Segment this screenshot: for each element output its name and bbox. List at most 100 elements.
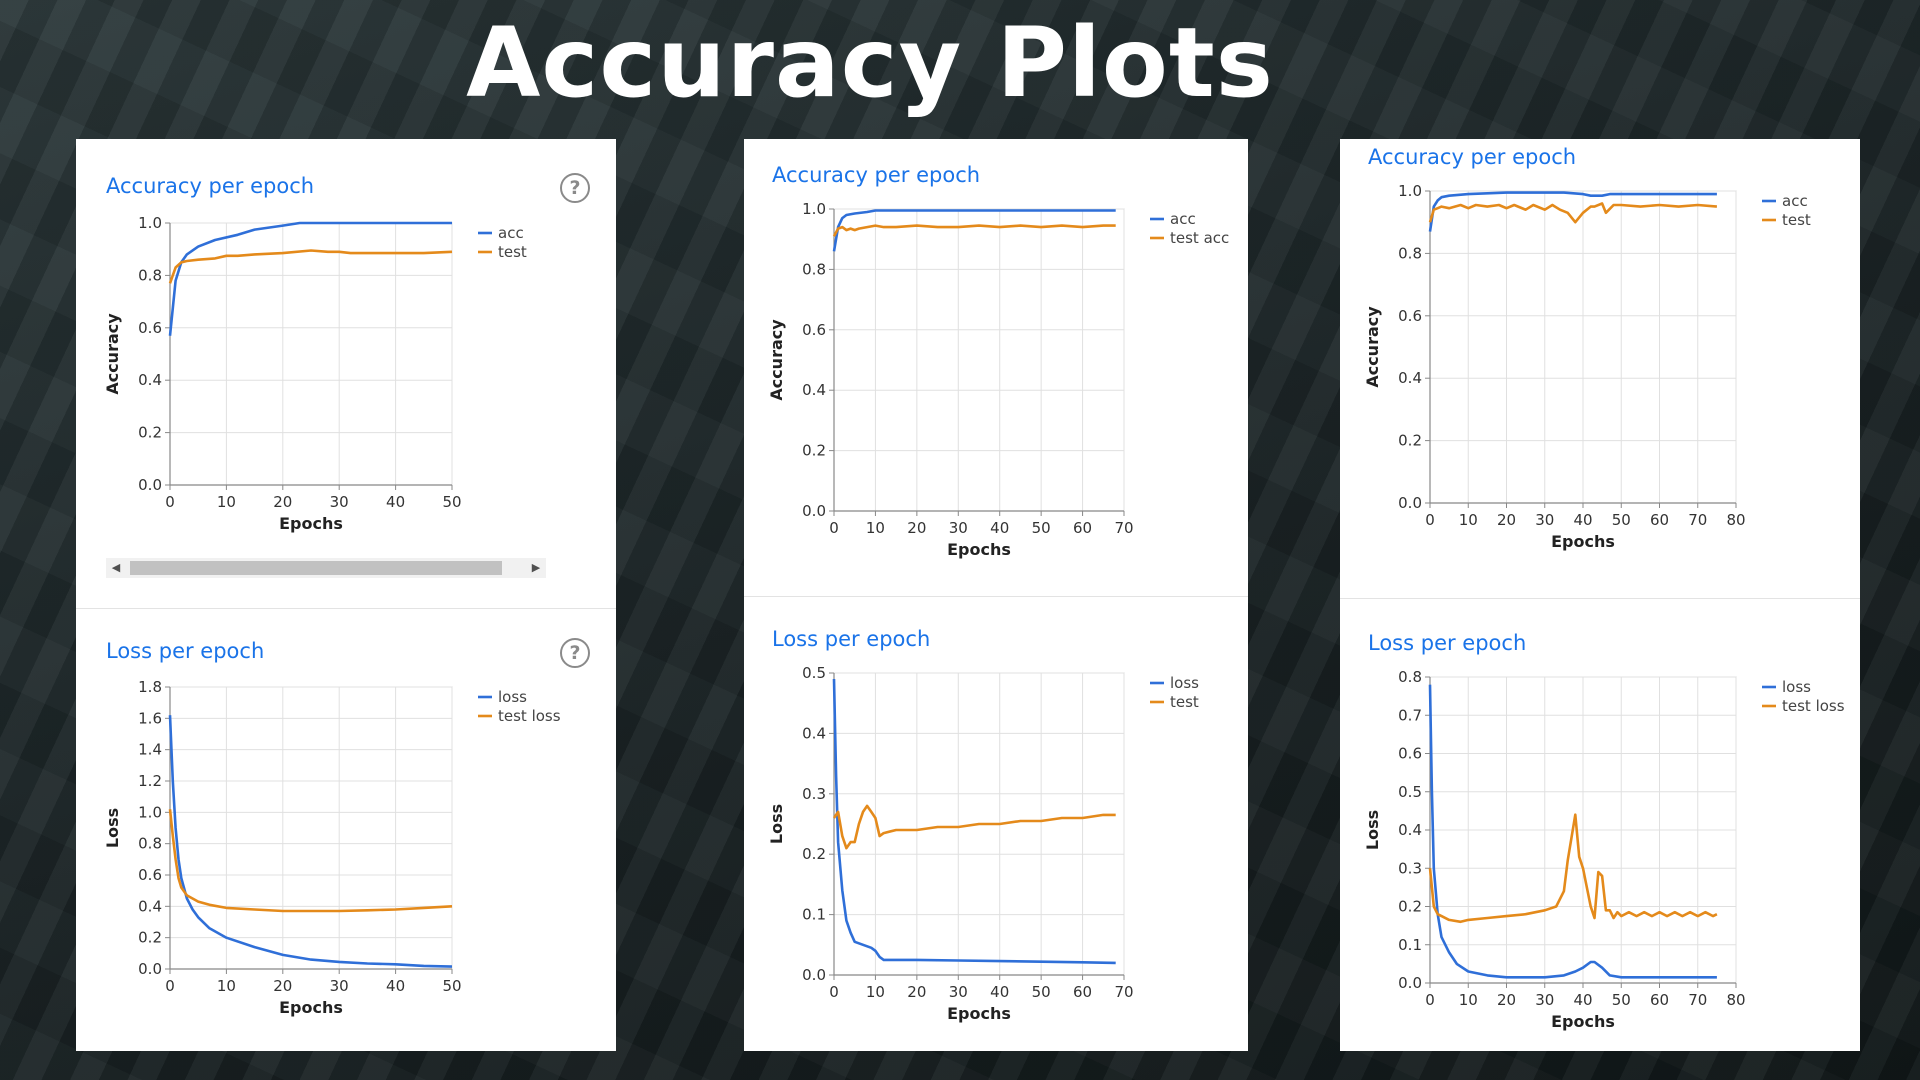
y-axis-label: Accuracy xyxy=(103,313,122,395)
x-tick-label: 30 xyxy=(330,977,349,995)
x-tick-label: 80 xyxy=(1726,991,1745,1009)
x-tick-label: 0 xyxy=(1425,511,1435,529)
x-tick-label: 30 xyxy=(949,983,968,1001)
chart-svg: 0.0 0.2 0.4 0.6 0.8 1.0 0 10 20 30 40 50 60 70 80 Epoch… xyxy=(1363,182,1811,551)
y-tick-label: 0.2 xyxy=(138,424,162,442)
x-tick-label: 70 xyxy=(1688,991,1707,1009)
series-line-loss xyxy=(832,678,1116,965)
help-icon[interactable]: ? xyxy=(560,173,590,203)
y-tick-label: 0.1 xyxy=(802,906,826,924)
x-tick-label: 50 xyxy=(1032,519,1051,537)
x-axis-label: Epochs xyxy=(279,514,343,533)
series-line-acc xyxy=(1428,191,1717,232)
y-tick-label: 0.2 xyxy=(1398,898,1422,916)
y-axis-label: Loss xyxy=(767,804,786,844)
loss-chart: 0.0 0.1 0.2 0.3 0.4 0.5 0 10 20 30 40 50 60 70 Epochs L… xyxy=(760,659,1248,1039)
plot-area xyxy=(169,222,453,486)
x-tick-label: 10 xyxy=(866,983,885,1001)
y-tick-label: 0.4 xyxy=(138,371,162,389)
y-tick-label: 0.5 xyxy=(1398,783,1422,801)
y-tick-label: 0.6 xyxy=(1398,745,1422,763)
chart-title: Accuracy per epoch xyxy=(772,163,981,187)
panel-divider xyxy=(76,608,616,609)
plot-area xyxy=(833,208,1125,512)
y-tick-label: 0.4 xyxy=(138,897,162,915)
y-tick-label: 1.4 xyxy=(138,741,162,759)
y-axis-label: Accuracy xyxy=(1363,306,1382,388)
y-axis-label: Accuracy xyxy=(767,319,786,401)
accuracy-chart: 0.0 0.2 0.4 0.6 0.8 1.0 0 10 20 30 40 50 60 70 Epochs A… xyxy=(760,195,1248,575)
x-tick-label: 50 xyxy=(1612,991,1631,1009)
series-line-loss xyxy=(168,715,453,968)
series-line-test-loss xyxy=(1428,813,1718,924)
x-tick-label: 0 xyxy=(829,983,839,1001)
y-tick-label: 0.0 xyxy=(1398,974,1422,992)
y-tick-label: 0.5 xyxy=(802,664,826,682)
series-line-test-acc xyxy=(832,224,1116,237)
y-tick-label: 0.3 xyxy=(1398,859,1422,877)
y-tick-label: 0.0 xyxy=(138,476,162,494)
x-tick-label: 20 xyxy=(907,983,926,1001)
x-axis-label: Epochs xyxy=(947,540,1011,559)
chart-title: Loss per epoch xyxy=(772,627,931,651)
y-tick-label: 0.8 xyxy=(138,835,162,853)
y-tick-label: 0.2 xyxy=(138,929,162,947)
legend-label: loss xyxy=(1782,678,1811,696)
y-tick-label: 0.4 xyxy=(1398,821,1422,839)
x-tick-label: 50 xyxy=(442,977,461,995)
x-tick-label: 0 xyxy=(165,977,175,995)
chart-title: Accuracy per epoch xyxy=(1368,145,1577,169)
legend-label: test xyxy=(1782,211,1811,229)
chart-svg: 0.0 0.1 0.2 0.3 0.4 0.5 0 10 20 30 40 50 60 70 Epochs L… xyxy=(767,664,1199,1023)
series-line-acc xyxy=(168,221,452,336)
y-tick-label: 0.2 xyxy=(802,845,826,863)
chart-svg: 0.0 0.2 0.4 0.6 0.8 1.0 0 10 20 30 40 50 Epochs Accur… xyxy=(103,214,527,533)
x-tick-label: 20 xyxy=(273,493,292,511)
chart-title: Loss per epoch xyxy=(1368,631,1527,655)
y-axis-label: Loss xyxy=(103,808,122,848)
y-tick-label: 0.7 xyxy=(1398,706,1422,724)
legend-label: acc xyxy=(1170,210,1196,228)
scroll-right-icon[interactable]: ▶ xyxy=(531,562,541,574)
y-tick-label: 0.6 xyxy=(1398,307,1422,325)
y-tick-label: 0.4 xyxy=(1398,369,1422,387)
legend-label: test acc xyxy=(1170,229,1229,247)
series-line-test xyxy=(168,249,453,284)
y-tick-label: 0.0 xyxy=(802,966,826,984)
y-tick-label: 0.8 xyxy=(1398,244,1422,262)
y-tick-label: 0.4 xyxy=(802,724,826,742)
x-tick-label: 60 xyxy=(1650,511,1669,529)
y-tick-label: 1.0 xyxy=(1398,182,1422,200)
chart-panel-2: Accuracy per epoch 0.0 0.2 0.4 0.6 0.8 1.0 0 10… xyxy=(744,139,1248,1051)
x-tick-label: 0 xyxy=(165,493,175,511)
help-icon[interactable]: ? xyxy=(560,638,590,668)
y-tick-label: 0.4 xyxy=(802,381,826,399)
horizontal-scrollbar[interactable]: ◀ ▶ xyxy=(106,558,546,578)
series-line-acc xyxy=(832,209,1116,252)
legend-label: acc xyxy=(1782,192,1808,210)
x-tick-label: 60 xyxy=(1650,991,1669,1009)
accuracy-chart: 0.0 0.2 0.4 0.6 0.8 1.0 0 10 20 30 40 50 60 70 80 Epoch… xyxy=(1356,177,1860,567)
x-tick-label: 10 xyxy=(1459,991,1478,1009)
y-tick-label: 0.1 xyxy=(1398,936,1422,954)
chart-svg: 0.0 0.1 0.2 0.3 0.4 0.5 0.6 0.7 0.8 0 10 20 30 40 50 60… xyxy=(1363,668,1845,1031)
chart-panel-1: Accuracy per epoch ? 0.0 0.2 0.4 0.6 0.8 1.0 0… xyxy=(76,139,616,1051)
series-line-test xyxy=(1428,202,1718,224)
chart-title: Loss per epoch xyxy=(106,639,265,663)
y-tick-label: 0.8 xyxy=(1398,668,1422,686)
x-tick-label: 40 xyxy=(1573,991,1592,1009)
scroll-thumb[interactable] xyxy=(130,561,502,575)
x-tick-label: 10 xyxy=(217,493,236,511)
y-tick-label: 0.0 xyxy=(802,502,826,520)
y-axis-label: Loss xyxy=(1363,810,1382,850)
scroll-left-icon[interactable]: ◀ xyxy=(111,562,121,574)
x-tick-label: 70 xyxy=(1114,519,1133,537)
chart-title: Accuracy per epoch xyxy=(106,174,315,198)
x-tick-label: 40 xyxy=(386,493,405,511)
x-tick-label: 30 xyxy=(1535,991,1554,1009)
x-tick-label: 20 xyxy=(273,977,292,995)
legend-label: test xyxy=(1170,693,1199,711)
accuracy-chart: 0.0 0.2 0.4 0.6 0.8 1.0 0 10 20 30 40 50 Epochs Accur… xyxy=(96,209,576,549)
legend-label: loss xyxy=(498,688,527,706)
x-tick-label: 30 xyxy=(949,519,968,537)
